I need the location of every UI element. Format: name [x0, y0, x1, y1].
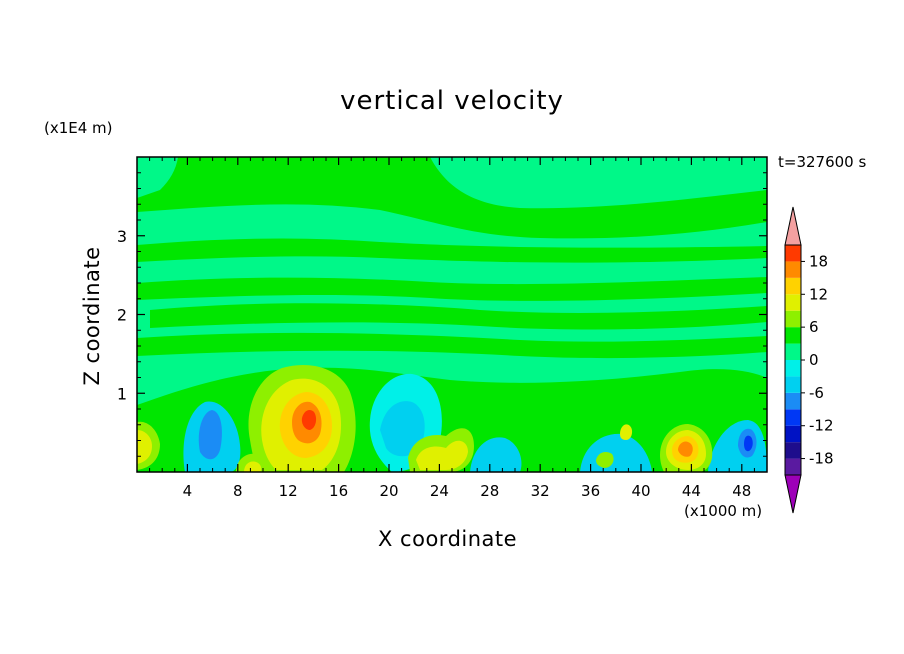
x-tick-label: 36: [581, 482, 600, 500]
x-tick-label: 20: [379, 482, 398, 500]
colorbar-tick-label: 18: [809, 252, 828, 270]
colorbar-bin: [785, 261, 801, 278]
x-tick-label: 4: [183, 482, 193, 500]
chart-title: vertical velocity: [340, 86, 564, 116]
x-tick-label: 48: [732, 482, 751, 500]
y-axis: 1 2 3: [117, 227, 767, 403]
y-tick-label: 2: [117, 306, 127, 325]
x-axis-label: X coordinate: [378, 527, 518, 551]
colorbar-bin: [785, 376, 801, 393]
z-unit-label: (x1E4 m): [44, 119, 113, 137]
colorbar-tick-label: 6: [809, 318, 819, 336]
velocity-field: [137, 157, 767, 472]
colorbar-bin: [785, 294, 801, 311]
colorbar-tick-label: 0: [809, 351, 819, 369]
colorbar-tick-label: -18: [809, 450, 834, 468]
colorbar-bin: [785, 442, 801, 459]
colorbar-extend-high: [784, 206, 802, 246]
colorbar-bin: [785, 245, 801, 262]
minor-ticks: [137, 157, 767, 472]
colorbar-bin: [785, 327, 801, 344]
y-axis-label: Z coordinate: [80, 246, 104, 386]
colorbar-tick-label: -12: [809, 417, 834, 435]
colorbar-extend-low: [784, 474, 802, 514]
colorbar-bin: [785, 458, 801, 475]
colorbar-tick-label: 12: [809, 285, 828, 303]
x-tick-label: 44: [682, 482, 701, 500]
x-tick-label: 12: [279, 482, 298, 500]
x-tick-label: 24: [430, 482, 449, 500]
x-tick-label: 16: [329, 482, 348, 500]
colorbar-bin: [785, 425, 801, 443]
x-axis: 4 8 12 16 20 24 28 32 36 40 44 48: [183, 157, 751, 500]
colorbar-bin: [785, 343, 801, 360]
time-label: t=327600 s: [778, 153, 867, 171]
x-tick-label: 32: [531, 482, 550, 500]
y-tick-label: 1: [117, 384, 127, 403]
colorbar-tick-label: -6: [809, 384, 824, 402]
colorbar-bin: [785, 360, 801, 377]
colorbar-bin: [785, 392, 801, 410]
x-tick-label: 40: [631, 482, 650, 500]
colorbar-bin: [785, 409, 801, 426]
x-tick-label: 28: [480, 482, 499, 500]
colorbar-bin: [785, 277, 801, 295]
y-tick-label: 3: [117, 227, 127, 246]
colorbar: 18 12 6 0 -6 -12 -18: [784, 206, 834, 514]
colorbar-bin: [785, 310, 801, 328]
x-tick-label: 8: [233, 482, 243, 500]
x-unit-label: (x1000 m): [684, 502, 763, 520]
